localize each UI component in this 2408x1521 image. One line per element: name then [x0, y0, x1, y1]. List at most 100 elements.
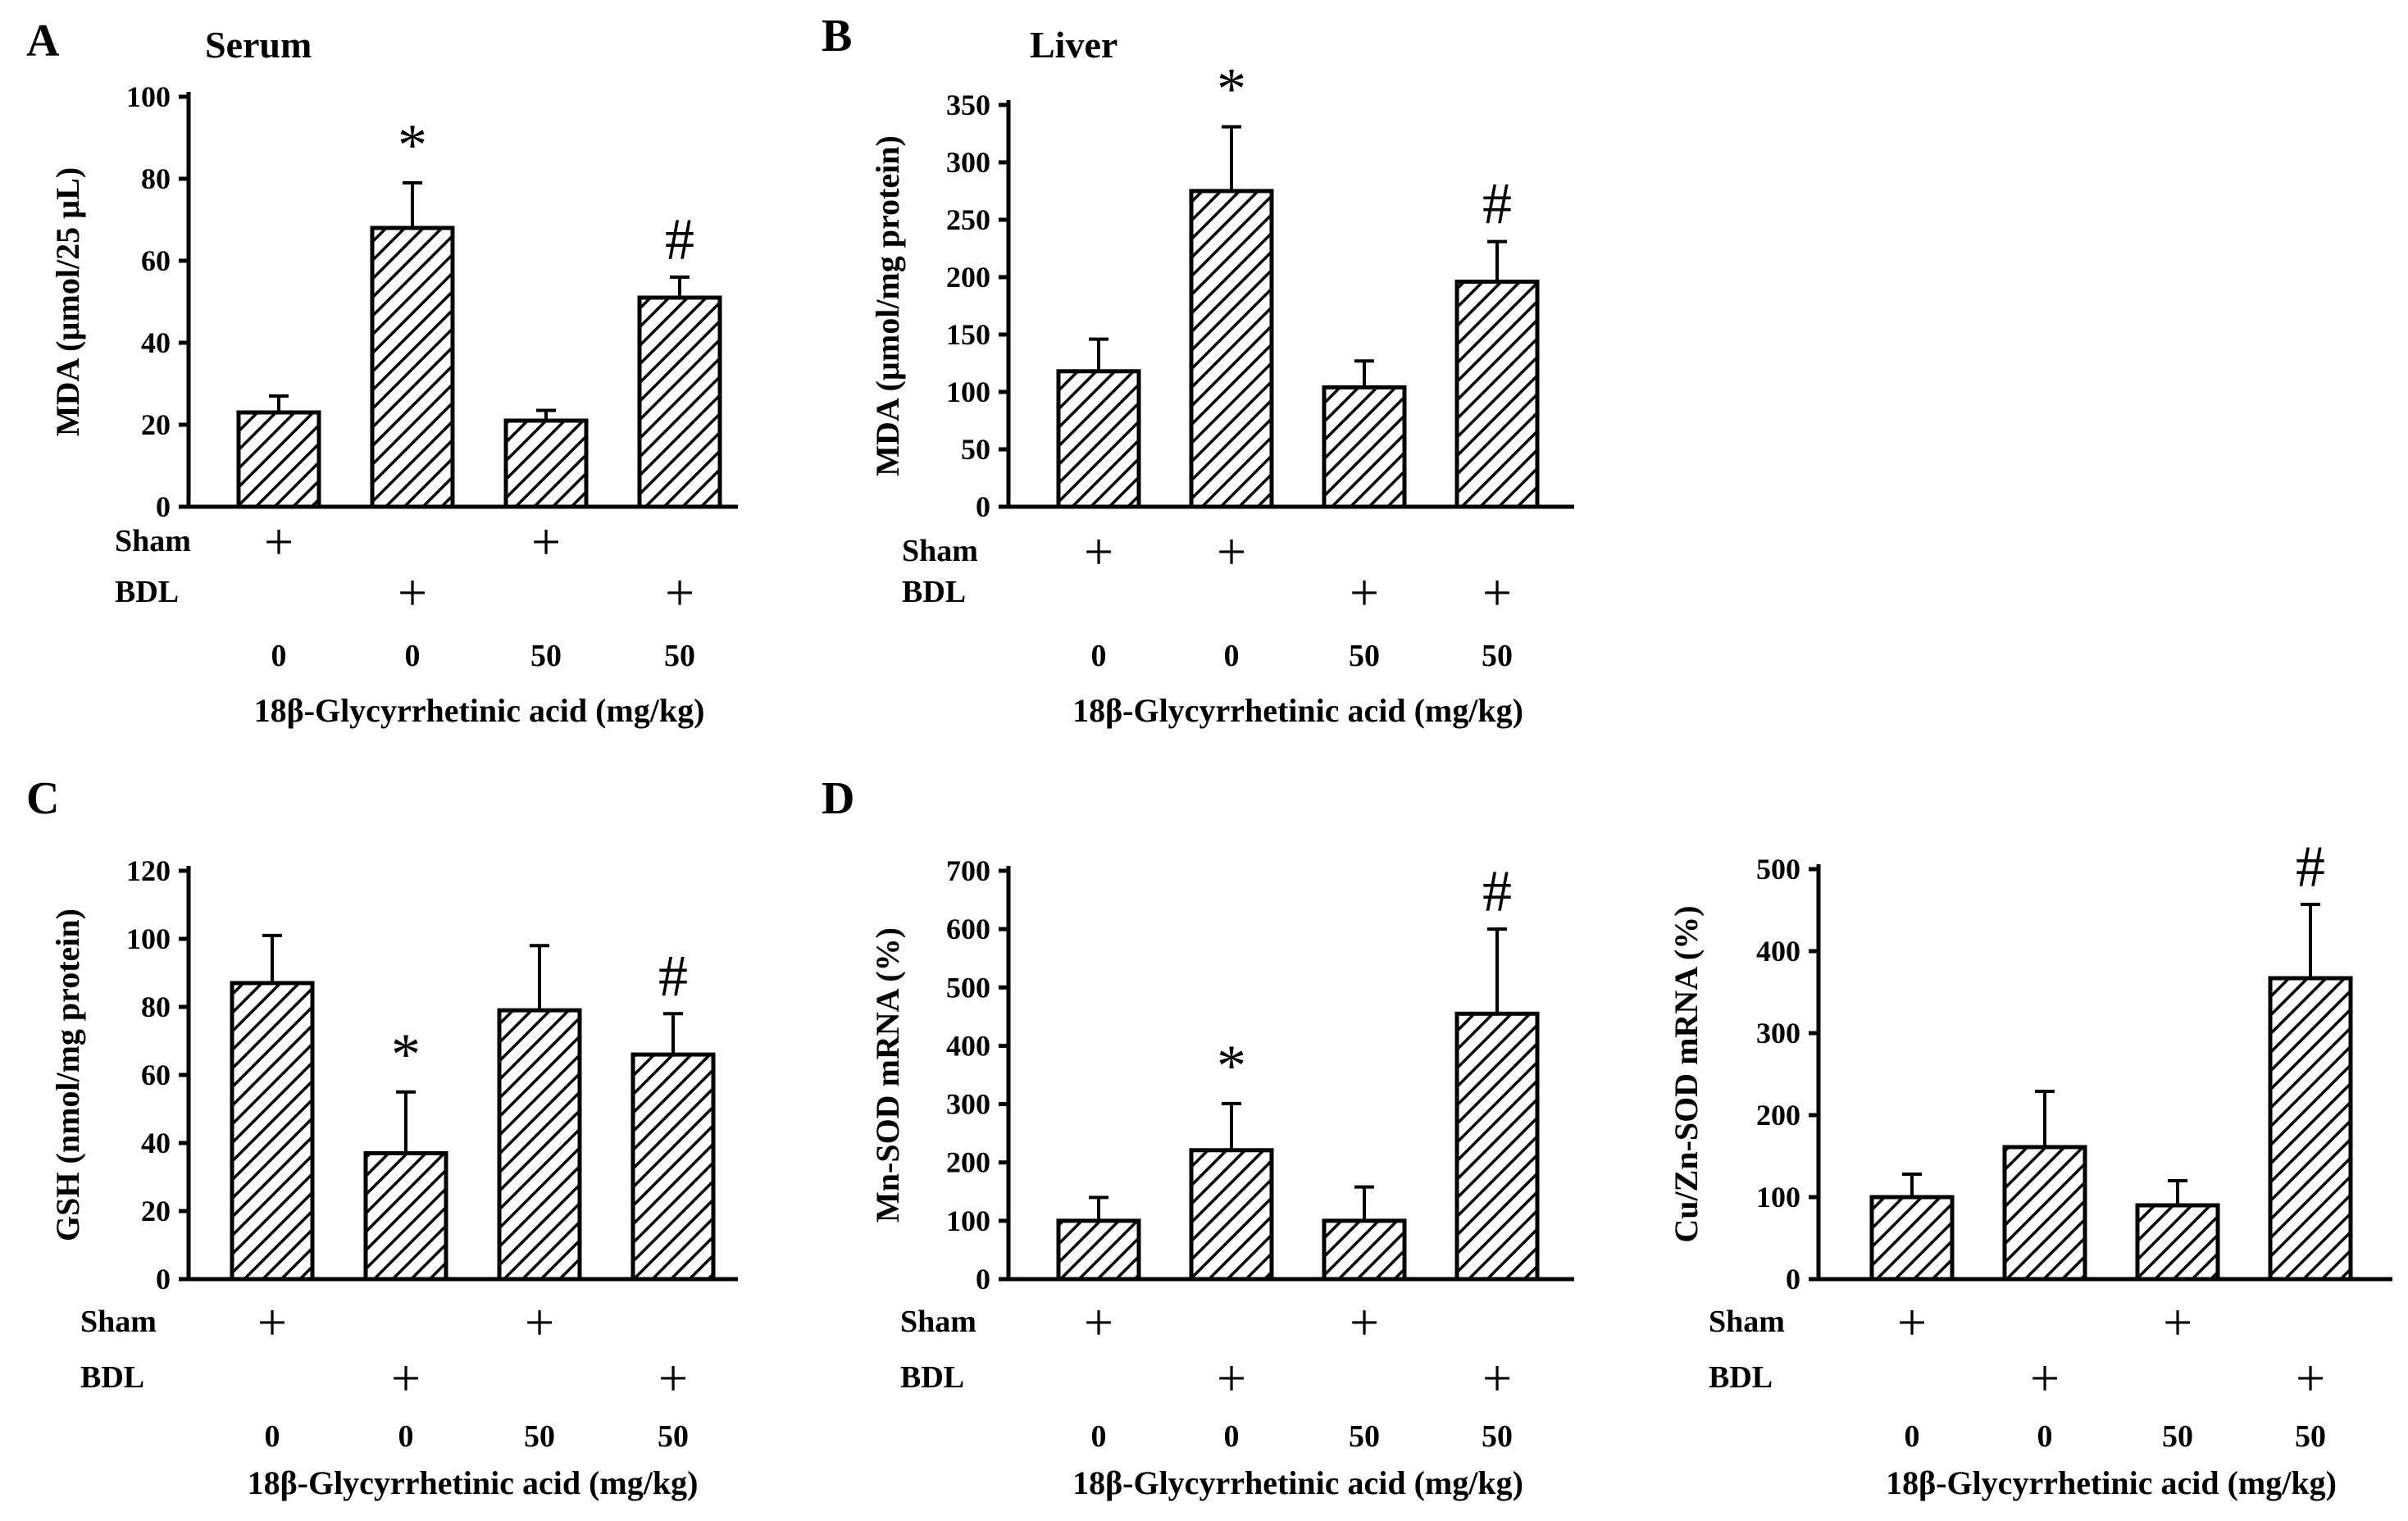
- dose-label: 0: [1224, 1419, 1240, 1454]
- panel-title: Liver: [1030, 24, 1118, 66]
- y-tick-label: 0: [156, 1263, 171, 1296]
- row-label-bdl: BDL: [902, 575, 966, 609]
- significance-marker: *: [1217, 1033, 1246, 1099]
- y-tick-label: 50: [961, 433, 990, 466]
- dose-label: 0: [265, 1419, 280, 1454]
- bar: [637, 295, 722, 509]
- y-tick-label: 350: [946, 89, 990, 121]
- bdl-plus: +: [1482, 1349, 1512, 1407]
- y-tick-label: 400: [1756, 935, 1800, 968]
- bdl-plus: +: [2030, 1349, 2060, 1407]
- y-tick-label: 300: [1756, 1017, 1800, 1050]
- row-label-sham: Sham: [900, 1305, 976, 1339]
- y-axis-label: GSH (nmol/mg protein): [49, 909, 86, 1241]
- row-label-sham: Sham: [80, 1305, 157, 1339]
- y-tick-label: 150: [946, 318, 990, 351]
- x-axis-label: 18β-Glycyrrhetinic acid (mg/kg): [1072, 1464, 1523, 1501]
- bar: [503, 418, 589, 509]
- sham-plus: +: [525, 1293, 554, 1351]
- bar: [370, 225, 455, 509]
- y-tick-label: 200: [946, 261, 990, 294]
- row-label-bdl: BDL: [80, 1360, 144, 1395]
- y-tick-label: 0: [976, 490, 990, 523]
- row-label-sham: Sham: [1709, 1305, 1785, 1339]
- x-axis-label: 18β-Glycyrrhetinic acid (mg/kg): [1072, 692, 1523, 729]
- sham-plus: +: [257, 1293, 287, 1351]
- row-label-bdl: BDL: [115, 575, 179, 609]
- dose-label: 50: [658, 1419, 689, 1454]
- bar: [630, 1052, 716, 1282]
- sham-plus: +: [1084, 522, 1113, 581]
- sham-plus: +: [531, 512, 561, 571]
- panel-title: Serum: [205, 24, 312, 66]
- dose-label: 0: [1091, 1419, 1107, 1454]
- significance-marker: #: [2296, 834, 2325, 899]
- bar: [236, 410, 321, 509]
- bdl-plus: +: [658, 1349, 688, 1407]
- bar: [1454, 1011, 1540, 1282]
- bar: [1056, 369, 1141, 509]
- y-tick-label: 200: [1756, 1099, 1800, 1132]
- y-tick-label: 40: [141, 326, 171, 359]
- sham-plus: +: [1897, 1293, 1927, 1351]
- y-tick-label: 300: [946, 1088, 990, 1121]
- bdl-plus: +: [391, 1349, 421, 1407]
- x-axis-label: 18β-Glycyrrhetinic acid (mg/kg): [248, 1464, 699, 1501]
- y-tick-label: 300: [946, 146, 990, 179]
- y-tick-label: 400: [946, 1029, 990, 1062]
- bar: [1189, 1148, 1274, 1282]
- bar: [2002, 1145, 2087, 1282]
- y-tick-label: 60: [141, 1059, 171, 1091]
- y-tick-label: 80: [141, 990, 171, 1023]
- significance-marker: #: [1482, 858, 1512, 924]
- panel-letter: A: [26, 16, 60, 66]
- panel-letter: B: [822, 11, 852, 61]
- y-tick-label: 20: [141, 408, 171, 441]
- y-tick-label: 0: [976, 1263, 990, 1296]
- dose-label: 50: [2295, 1419, 2326, 1454]
- dose-label: 50: [1482, 1419, 1513, 1454]
- bar: [1189, 189, 1274, 509]
- x-axis-label: 18β-Glycyrrhetinic acid (mg/kg): [1886, 1464, 2337, 1501]
- x-axis-label: 18β-Glycyrrhetinic acid (mg/kg): [254, 692, 705, 729]
- bar: [497, 1008, 582, 1282]
- dose-label: 0: [271, 639, 287, 673]
- y-tick-label: 0: [1786, 1263, 1800, 1296]
- bdl-plus: +: [398, 563, 427, 622]
- bar: [1454, 280, 1540, 509]
- y-tick-label: 100: [126, 80, 171, 113]
- bdl-plus: +: [1350, 563, 1379, 622]
- sham-plus: +: [2163, 1293, 2192, 1351]
- y-tick-label: 20: [141, 1195, 171, 1227]
- dose-label: 50: [1349, 1419, 1380, 1454]
- dose-label: 0: [1224, 639, 1240, 673]
- y-axis-label: Mn-SOD mRNA (%): [869, 927, 906, 1223]
- bar: [2135, 1203, 2220, 1282]
- bdl-plus: +: [1217, 1349, 1246, 1407]
- bar: [230, 981, 315, 1282]
- y-tick-label: 200: [946, 1146, 990, 1179]
- dose-label: 50: [524, 1419, 555, 1454]
- y-tick-label: 40: [141, 1127, 171, 1159]
- y-tick-label: 100: [946, 1205, 990, 1237]
- bar: [1322, 1218, 1407, 1282]
- row-label-sham: Sham: [115, 524, 191, 558]
- y-tick-label: 120: [126, 854, 171, 887]
- y-tick-label: 250: [946, 203, 990, 236]
- y-tick-label: 100: [946, 376, 990, 408]
- bar: [1869, 1195, 1955, 1282]
- row-label-bdl: BDL: [1709, 1360, 1773, 1395]
- sham-plus: +: [1350, 1293, 1379, 1351]
- bar: [2268, 976, 2353, 1282]
- dose-label: 0: [1091, 639, 1107, 673]
- sham-plus: +: [1217, 522, 1246, 581]
- dose-label: 0: [1905, 1419, 1920, 1454]
- significance-marker: #: [658, 943, 688, 1009]
- bdl-plus: +: [1482, 563, 1512, 622]
- y-tick-label: 600: [946, 913, 990, 945]
- y-axis-label: Cu/Zn-SOD mRNA (%): [1668, 905, 1705, 1242]
- dose-label: 0: [398, 1419, 414, 1454]
- row-label-sham: Sham: [902, 534, 978, 568]
- significance-marker: *: [398, 112, 427, 178]
- dose-label: 0: [405, 639, 421, 673]
